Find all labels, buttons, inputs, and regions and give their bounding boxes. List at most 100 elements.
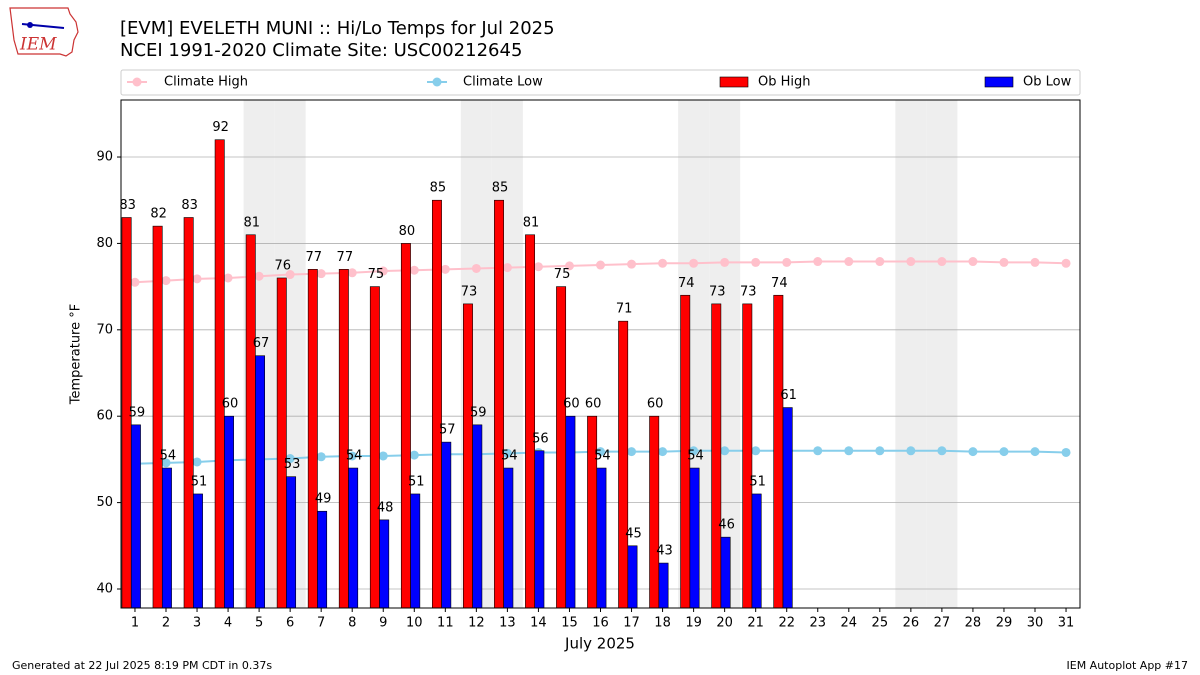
line-marker bbox=[968, 447, 978, 457]
line-marker bbox=[627, 447, 637, 457]
weekend-shade bbox=[926, 100, 958, 608]
data-label: 75 bbox=[554, 267, 571, 282]
bar bbox=[472, 424, 483, 609]
bar bbox=[400, 243, 411, 609]
data-label: 60 bbox=[563, 397, 580, 412]
x-tick-label: 10 bbox=[406, 616, 423, 631]
bar bbox=[130, 424, 141, 609]
line-marker bbox=[223, 273, 233, 283]
bar bbox=[565, 415, 576, 609]
bar bbox=[556, 286, 567, 609]
bar bbox=[503, 467, 514, 609]
data-label: 54 bbox=[346, 449, 363, 464]
x-tick-label: 13 bbox=[499, 616, 516, 631]
bar bbox=[286, 476, 297, 609]
line-marker bbox=[968, 257, 978, 267]
data-label: 60 bbox=[585, 397, 602, 412]
y-tick-label: 90 bbox=[96, 150, 113, 165]
data-label: 73 bbox=[709, 284, 726, 299]
bar bbox=[782, 407, 793, 609]
bar bbox=[317, 510, 328, 609]
plot-frame bbox=[120, 99, 1081, 609]
x-tick-label: 12 bbox=[468, 616, 485, 631]
x-tick-label: 8 bbox=[348, 616, 356, 631]
line-marker bbox=[813, 446, 823, 456]
legend-label: Climate High bbox=[164, 75, 248, 90]
data-label: 59 bbox=[470, 405, 487, 420]
data-label: 61 bbox=[780, 388, 797, 403]
x-tick-label: 24 bbox=[841, 616, 858, 631]
line-marker bbox=[751, 446, 761, 456]
line-marker bbox=[440, 264, 450, 274]
bar bbox=[587, 415, 598, 609]
line-marker bbox=[844, 257, 854, 267]
line-marker bbox=[378, 266, 388, 276]
bar bbox=[658, 562, 669, 609]
x-tick-label: 30 bbox=[1027, 616, 1044, 631]
x-tick-label: 22 bbox=[778, 616, 795, 631]
x-tick-label: 4 bbox=[224, 616, 232, 631]
data-label: 76 bbox=[274, 258, 291, 273]
data-label: 56 bbox=[532, 431, 549, 446]
line-marker bbox=[844, 446, 854, 456]
legend-swatch bbox=[432, 77, 442, 87]
y-tick-label: 50 bbox=[96, 495, 113, 510]
data-label: 85 bbox=[430, 181, 447, 196]
bar bbox=[742, 303, 753, 609]
bar bbox=[307, 269, 318, 609]
line-marker bbox=[751, 257, 761, 267]
line-marker bbox=[1030, 447, 1040, 457]
line-marker bbox=[658, 258, 668, 268]
logo-dot bbox=[27, 22, 33, 28]
data-label: 85 bbox=[492, 181, 509, 196]
data-label: 43 bbox=[656, 544, 673, 559]
y-tick-label: 40 bbox=[96, 581, 113, 596]
bar bbox=[618, 320, 629, 609]
line-marker bbox=[906, 446, 916, 456]
x-tick-label: 3 bbox=[193, 616, 201, 631]
data-label: 74 bbox=[771, 276, 788, 291]
data-label: 74 bbox=[678, 276, 695, 291]
line-marker bbox=[937, 257, 947, 267]
line-marker bbox=[627, 259, 637, 269]
data-label: 82 bbox=[150, 207, 167, 222]
line-marker bbox=[906, 257, 916, 267]
bar bbox=[720, 536, 731, 609]
legend-swatch bbox=[132, 77, 142, 87]
line-marker bbox=[1061, 258, 1071, 268]
data-label: 51 bbox=[191, 474, 208, 489]
line-marker bbox=[502, 263, 512, 273]
line-marker bbox=[347, 268, 357, 278]
line-marker bbox=[937, 446, 947, 456]
line-marker bbox=[502, 448, 512, 458]
x-tick-label: 5 bbox=[255, 616, 263, 631]
line-marker bbox=[1061, 447, 1071, 457]
x-tick-label: 1 bbox=[131, 616, 139, 631]
line-marker bbox=[875, 446, 885, 456]
bar bbox=[534, 450, 545, 609]
line-marker bbox=[999, 447, 1009, 457]
x-tick-label: 28 bbox=[965, 616, 982, 631]
bar bbox=[152, 225, 163, 609]
line-marker bbox=[533, 262, 543, 272]
line-marker bbox=[596, 260, 605, 270]
data-label: 51 bbox=[749, 474, 766, 489]
bar bbox=[494, 199, 504, 609]
line-marker bbox=[316, 269, 326, 279]
line-marker bbox=[689, 258, 699, 268]
data-label: 49 bbox=[315, 492, 332, 507]
bar bbox=[689, 467, 700, 609]
x-tick-label: 17 bbox=[623, 616, 640, 631]
line-marker bbox=[813, 257, 823, 267]
x-tick-label: 6 bbox=[286, 616, 294, 631]
data-label: 92 bbox=[212, 120, 229, 135]
bar bbox=[183, 217, 194, 609]
bar bbox=[410, 493, 421, 609]
line-marker bbox=[782, 257, 792, 267]
bar bbox=[649, 415, 660, 609]
data-label: 73 bbox=[740, 284, 757, 299]
bar bbox=[276, 277, 287, 609]
line-marker bbox=[378, 451, 388, 461]
footer-right: IEM Autoplot App #17 bbox=[1067, 659, 1189, 672]
